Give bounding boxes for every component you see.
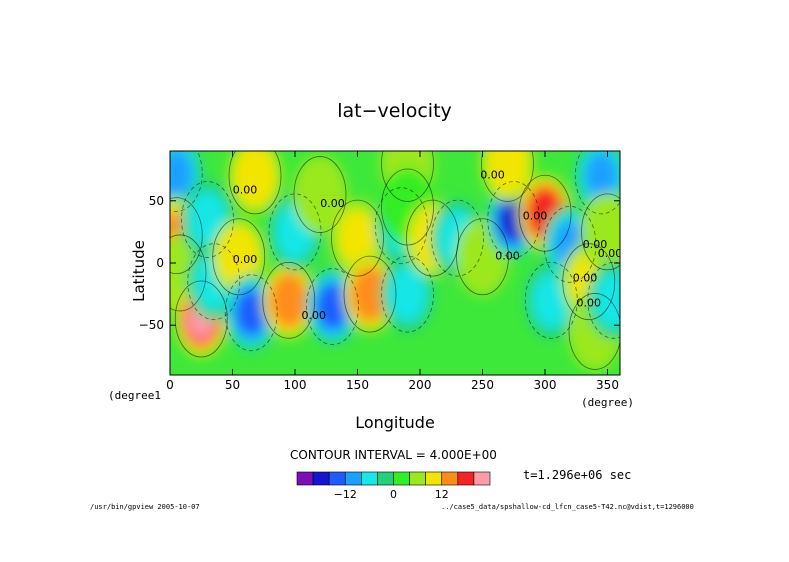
contour-line xyxy=(228,151,282,215)
contour-line xyxy=(574,151,620,215)
contour-label: 0.00 xyxy=(233,183,258,196)
contour-line xyxy=(524,261,578,339)
contour-line xyxy=(170,151,203,212)
contour-label: 0.00 xyxy=(495,249,520,262)
colorbar-swatch xyxy=(361,471,378,486)
colorbar-swatch xyxy=(473,471,491,486)
contour-line xyxy=(381,168,434,246)
colorbar-tick-label: −12 xyxy=(334,488,357,501)
colorbar-swatch xyxy=(457,471,475,486)
contour-line xyxy=(268,193,322,271)
field-cell xyxy=(228,151,282,215)
contour-label: 0.00 xyxy=(302,309,327,322)
colorbar-swatch xyxy=(312,471,330,486)
contour-label: 0.00 xyxy=(523,209,548,222)
field-cell xyxy=(261,261,316,340)
contour-label: 0.00 xyxy=(320,197,345,210)
field-cell xyxy=(343,255,397,334)
contour-line xyxy=(374,187,428,265)
x-tick-label: 300 xyxy=(534,378,557,392)
contour-line xyxy=(581,193,620,271)
contour-line xyxy=(381,151,434,202)
contour-label: 0.00 xyxy=(598,247,623,260)
contour-line xyxy=(262,261,316,339)
contour-label: 0.00 xyxy=(233,253,258,266)
y-tick-label: −50 xyxy=(139,318,164,332)
contour-label: 0.00 xyxy=(480,168,505,181)
contour-line xyxy=(381,255,434,333)
contour-line xyxy=(187,243,241,321)
contour-line xyxy=(562,243,616,321)
footer-left: /usr/bin/gpview 2005-10-07 xyxy=(90,503,200,511)
field-cell xyxy=(580,192,620,271)
contour-line xyxy=(331,199,384,277)
contour-line xyxy=(568,293,620,370)
tick-marks: 0 50 100 150 200 250 300 350 50 0 −50 xyxy=(139,151,620,392)
contour-label: 0.00 xyxy=(577,297,602,310)
colorbar-swatch xyxy=(296,471,314,486)
x-tick-label: 250 xyxy=(471,378,494,392)
colorbar-swatch xyxy=(328,471,346,486)
x-axis-label: Longitude xyxy=(355,413,435,432)
contour-line xyxy=(224,274,278,352)
contour-line xyxy=(543,205,597,283)
contour-line xyxy=(174,280,228,358)
contour-label-layer: 0.000.000.000.000.000.000.000.000.000.00… xyxy=(233,168,623,322)
y-axis-unit: (degree1 xyxy=(108,389,161,402)
x-tick-label: 100 xyxy=(284,378,307,392)
colorbar-tick-label: 12 xyxy=(435,488,449,501)
contour-line xyxy=(587,261,620,339)
contour-line xyxy=(170,234,207,312)
x-tick-label: 200 xyxy=(409,378,432,392)
field-cell xyxy=(380,255,435,334)
contour-line xyxy=(212,218,266,296)
contour-line xyxy=(170,197,203,275)
x-axis-unit: (degree) xyxy=(581,396,634,409)
contour-interval-text: CONTOUR INTERVAL = 4.000E+00 xyxy=(290,448,497,462)
x-tick-label: 150 xyxy=(346,378,369,392)
x-tick-label: 0 xyxy=(166,378,174,392)
y-tick-label: 0 xyxy=(156,256,164,270)
contour-line xyxy=(487,181,541,258)
x-tick-label: 50 xyxy=(225,378,240,392)
contour-label: 0.00 xyxy=(573,272,598,285)
y-tick-label: 50 xyxy=(149,194,164,208)
contour-label: 0.00 xyxy=(583,238,608,251)
contour-line xyxy=(406,199,459,277)
time-label: t=1.296e+06 sec xyxy=(523,468,632,482)
contour-line xyxy=(518,174,572,252)
x-tick-label: 350 xyxy=(596,378,619,392)
contour-line xyxy=(481,151,534,202)
colorbar-swatch xyxy=(377,471,394,486)
field-layer xyxy=(170,151,620,371)
contour-line xyxy=(343,255,397,333)
colorbar-swatch xyxy=(425,471,443,486)
contour-line xyxy=(181,181,234,258)
field-cell xyxy=(586,261,620,340)
colorbar: −12 0 12 xyxy=(296,471,491,501)
y-axis-label: Latitude xyxy=(129,240,148,302)
field-cell xyxy=(480,151,535,203)
chart-title: lat−velocity xyxy=(337,100,452,122)
contour-line xyxy=(431,199,484,277)
colorbar-swatch xyxy=(344,471,362,486)
colorbar-swatch xyxy=(409,471,426,486)
contour-line xyxy=(293,156,347,233)
colorbar-swatch xyxy=(441,471,459,486)
colorbar-tick-label: 0 xyxy=(390,488,397,501)
field-cell xyxy=(524,261,579,340)
field-cell xyxy=(293,155,347,234)
contour-line xyxy=(306,268,359,345)
contour-line xyxy=(456,218,509,296)
colorbar-swatch xyxy=(393,471,410,486)
footer-right: ../case5_data/spshallow-cd_lfcn_case5-T4… xyxy=(441,503,694,511)
